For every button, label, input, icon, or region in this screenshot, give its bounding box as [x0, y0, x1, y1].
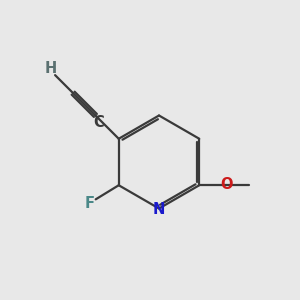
Text: H: H	[44, 61, 56, 76]
Text: C: C	[94, 115, 104, 130]
Text: F: F	[84, 196, 94, 211]
Text: O: O	[220, 177, 233, 192]
Text: N: N	[153, 202, 165, 217]
